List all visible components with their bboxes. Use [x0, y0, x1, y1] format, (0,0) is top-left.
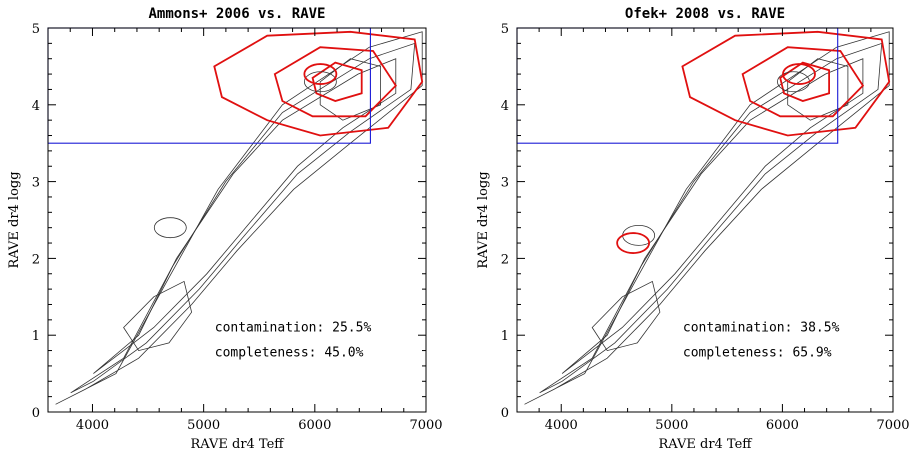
series-peak-contour — [303, 71, 337, 93]
x-tick-label: 7000 — [876, 418, 909, 433]
y-tick-label: 2 — [501, 252, 509, 267]
plot-frame — [516, 27, 894, 413]
completeness-text: completeness: 45.0% — [215, 346, 364, 361]
black-contour — [539, 42, 883, 394]
y-tick-label: 5 — [32, 22, 40, 37]
black-contour — [123, 280, 193, 352]
y-axis-label: RAVE dr4 logg — [476, 171, 491, 268]
y-tick-label: 0 — [32, 406, 40, 421]
red-contour — [779, 61, 830, 102]
black-contour — [93, 58, 397, 374]
black-contour — [70, 42, 416, 394]
x-tick-label: 7000 — [409, 418, 442, 433]
contamination-text: contamination: 25.5% — [215, 320, 372, 335]
contamination-text: contamination: 38.5% — [683, 320, 840, 335]
selection-box — [47, 27, 371, 144]
completeness-text: completeness: 65.9% — [683, 346, 832, 361]
series-peak-contour — [153, 217, 187, 239]
y-tick-label: 4 — [32, 99, 40, 114]
red-contour — [741, 46, 865, 118]
x-tick-label: 6000 — [298, 418, 331, 433]
chart-title: Ofek+ 2008 vs. RAVE — [625, 6, 785, 22]
contour-area — [524, 30, 891, 405]
y-tick-label: 5 — [501, 22, 509, 37]
red-contour — [273, 46, 397, 118]
x-tick-label: 4000 — [76, 418, 109, 433]
black-contour — [524, 31, 890, 405]
x-axis-label: RAVE dr4 Teff — [658, 437, 753, 452]
black-contour — [591, 280, 661, 352]
y-tick-label: 3 — [501, 176, 509, 191]
chart-title: Ammons+ 2006 vs. RAVE — [148, 6, 325, 22]
selection-box — [516, 27, 839, 144]
black-contour — [319, 58, 381, 121]
series-peak-contour — [616, 232, 651, 254]
y-tick-label: 3 — [32, 176, 40, 191]
series-peak-contour — [782, 63, 816, 85]
x-tick-label: 5000 — [655, 418, 688, 433]
red-contour — [681, 30, 891, 137]
x-tick-label: 4000 — [545, 418, 578, 433]
x-tick-label: 5000 — [187, 418, 220, 433]
plot-frame — [47, 27, 427, 413]
y-axis-label: RAVE dr4 logg — [7, 171, 22, 268]
red-contour — [311, 61, 363, 102]
y-tick-label: 1 — [501, 329, 509, 344]
black-contour — [55, 31, 423, 405]
contour-area — [55, 30, 424, 405]
black-contour — [561, 58, 864, 374]
y-tick-label: 1 — [32, 329, 40, 344]
y-tick-label: 4 — [501, 99, 509, 114]
black-contour — [787, 58, 849, 121]
red-contour — [213, 30, 424, 137]
x-tick-label: 6000 — [766, 418, 799, 433]
series-peak-contour — [303, 63, 338, 85]
panel-ofek: 4000 5000 6000 7000 0 1 2 3 4 5 Ofek+ 2008 vs. RAV… — [476, 6, 910, 452]
x-axis-label: RAVE dr4 Teff — [190, 437, 285, 452]
y-tick-label: 0 — [501, 406, 509, 421]
y-tick-label: 2 — [32, 252, 40, 267]
panel-ammons: 4000 5000 6000 7000 0 1 2 3 4 5 Ammons+ 2006 vs. R… — [7, 6, 443, 452]
